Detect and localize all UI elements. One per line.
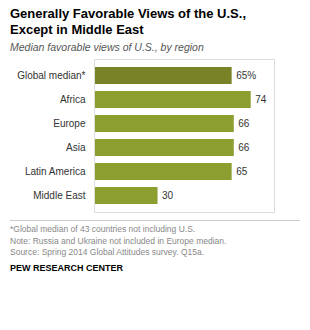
html-text:Median favorable views of U.S.: Median favorable views of U.S., by regio… [10, 41, 204, 54]
html-text:PEW RESEARCH CENTER: PEW RESEARCH CENTER [10, 262, 123, 273]
svg-text:66: 66 [238, 142, 250, 153]
svg-text:30: 30 [162, 190, 174, 201]
svg-text:66: 66 [238, 118, 250, 129]
svg-text:74: 74 [255, 94, 267, 105]
svg-text:Latin America: Latin America [25, 166, 86, 177]
svg-text:65: 65 [236, 166, 248, 177]
html-text:Source: Spring 2014 Global Att: Source: Spring 2014 Global Attitudes sur… [10, 247, 204, 258]
svg-text:Middle East: Middle East [33, 190, 85, 201]
svg-text:65%: 65% [236, 70, 256, 81]
svg-text:Europe: Europe [53, 118, 86, 129]
svg-text:Global median*: Global median* [17, 70, 85, 81]
html-text:*Global median of 43 countries: *Global median of 43 countries not inclu… [10, 224, 196, 235]
svg-text:Asia: Asia [66, 142, 86, 153]
html-text:Note: Russia and Ukraine not i: Note: Russia and Ukraine not included in… [10, 235, 227, 246]
html-text:Generally Favorable Views of t: Generally Favorable Views of the U.S., E… [10, 6, 246, 37]
svg-text:Africa: Africa [60, 94, 86, 105]
